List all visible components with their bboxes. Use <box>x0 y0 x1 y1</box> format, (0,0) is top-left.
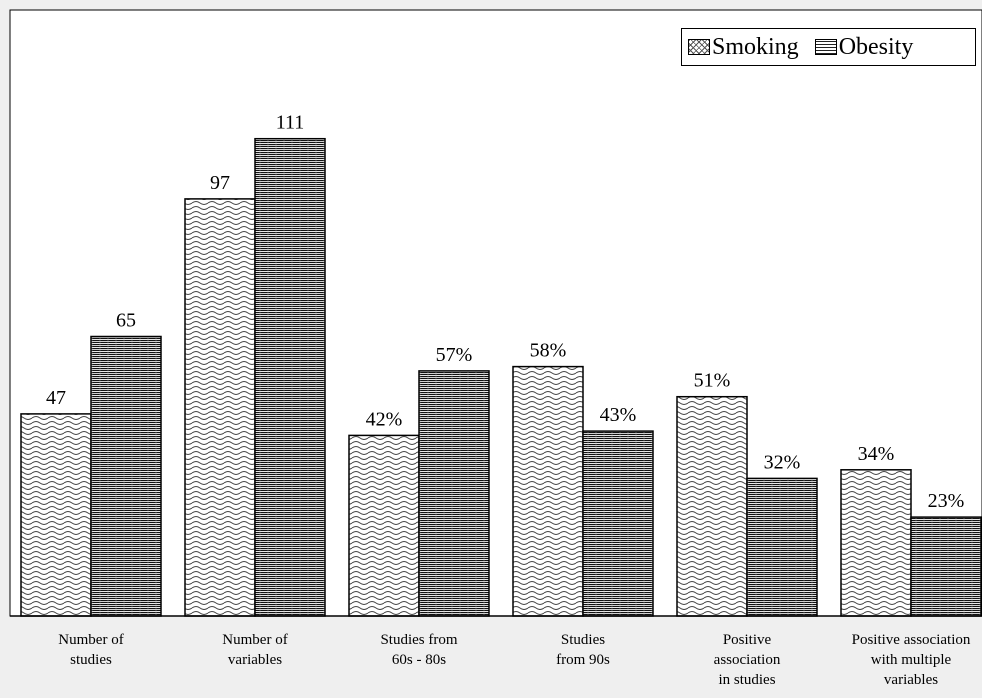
category-label-0: Number of studies <box>11 630 171 670</box>
bar-smoking-0 <box>20 413 92 617</box>
legend-label-smoking: Smoking <box>712 34 799 60</box>
category-label-line: Number of <box>58 632 124 648</box>
value-label-obesity-4: 32% <box>764 451 801 473</box>
bar-smoking-2 <box>348 434 420 617</box>
category-label-line: with multiple <box>870 652 952 668</box>
category-label-line: 60s - 80s <box>391 652 447 668</box>
category-label-line: in studies <box>718 672 776 688</box>
category-label-line: variables <box>883 672 939 688</box>
category-label-5: Positive association with multiple variabl… <box>831 630 982 690</box>
value-label-obesity-0: 65 <box>116 310 136 332</box>
category-label-line: association <box>713 652 781 668</box>
category-label-1: Number of variables <box>175 630 335 670</box>
bar-obesity-0 <box>90 335 162 617</box>
value-label-obesity-5: 23% <box>928 490 965 512</box>
category-label-line: Studies <box>560 632 606 648</box>
bar-obesity-4 <box>746 477 818 617</box>
bars-layer <box>20 137 982 617</box>
bar-obesity-2 <box>418 370 490 617</box>
value-label-obesity-2: 57% <box>436 344 473 366</box>
value-label-smoking-1: 97 <box>210 172 230 194</box>
category-label-2: Studies from 60s - 80s <box>339 630 499 670</box>
category-label-line: studies <box>70 652 112 668</box>
bar-smoking-4 <box>676 395 748 617</box>
category-label-line: Positive association <box>851 632 971 648</box>
legend-item-smoking: Smoking <box>688 35 799 59</box>
legend-swatch-smoking <box>688 39 710 55</box>
legend-item-obesity: Obesity <box>814 34 914 60</box>
bar-obesity-1 <box>254 137 326 617</box>
value-labels-layer: 47 65 97 111 42% 57% 58% 43% 51% 32% 34% 23% <box>46 112 964 512</box>
category-label-line: Number of <box>222 632 288 648</box>
category-label-3: Studies from 90s <box>503 630 663 670</box>
category-label-line: from 90s <box>556 652 610 668</box>
bar-smoking-5 <box>840 469 912 617</box>
value-label-smoking-5: 34% <box>858 443 895 465</box>
legend-swatch-obesity <box>814 39 837 55</box>
bar-obesity-3 <box>582 430 654 617</box>
category-label-line: Studies from <box>380 632 458 648</box>
value-label-smoking-2: 42% <box>366 408 403 430</box>
bar-obesity-5 <box>910 516 982 617</box>
category-label-line: variables <box>227 652 283 668</box>
legend: Smoking Obesity <box>681 28 976 66</box>
bar-smoking-3 <box>512 365 584 617</box>
value-label-smoking-3: 58% <box>530 340 567 362</box>
value-label-obesity-1: 111 <box>276 112 305 134</box>
bar-smoking-1 <box>184 198 256 617</box>
value-label-obesity-3: 43% <box>600 404 637 426</box>
category-label-4: Positive association in studies <box>667 630 827 690</box>
legend-label-obesity: Obesity <box>838 34 914 60</box>
value-label-smoking-4: 51% <box>694 370 731 392</box>
category-label-line: Positive <box>722 632 772 648</box>
value-label-smoking-0: 47 <box>46 387 66 409</box>
plot-area <box>9 9 982 617</box>
